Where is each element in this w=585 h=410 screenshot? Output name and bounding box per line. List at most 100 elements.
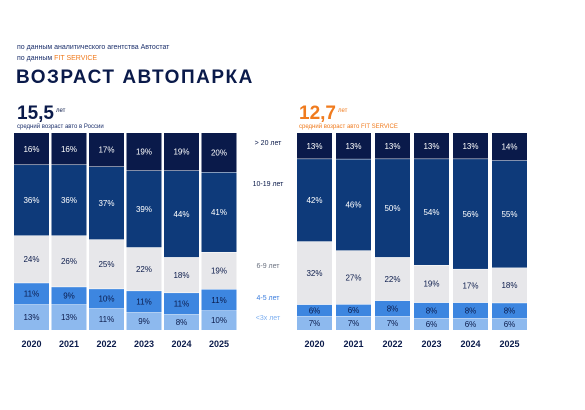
x-tick-label: 2022 xyxy=(96,339,116,349)
data-label: 8% xyxy=(504,306,516,315)
data-label: 24% xyxy=(23,255,39,264)
data-label: 13% xyxy=(306,142,322,151)
data-label: 46% xyxy=(345,201,361,210)
bar-segment xyxy=(201,172,237,252)
data-label: 44% xyxy=(173,210,189,219)
data-label: 37% xyxy=(98,199,114,208)
data-label: 6% xyxy=(348,306,360,315)
page-title: ВОЗРАСТ АВТОПАРКА xyxy=(16,67,254,88)
bar-segment xyxy=(126,170,162,248)
data-label: 11% xyxy=(211,296,226,305)
data-label: 32% xyxy=(306,269,322,278)
data-label: 17% xyxy=(98,146,114,155)
bar-segment xyxy=(414,158,449,265)
data-label: 13% xyxy=(345,142,361,151)
data-label: 54% xyxy=(423,208,439,217)
bar-segment xyxy=(164,314,199,330)
data-label: 8% xyxy=(465,306,477,315)
bar-segment xyxy=(297,133,332,159)
data-label: 13% xyxy=(384,142,400,151)
legend-under-3: <3х лет xyxy=(255,315,281,322)
data-label: 11% xyxy=(136,297,151,306)
segment-divider xyxy=(414,301,449,303)
data-label: 18% xyxy=(173,271,189,280)
data-label: 55% xyxy=(501,210,517,219)
bar-segment xyxy=(89,166,124,240)
bar-segment xyxy=(453,302,488,319)
x-tick-label: 2023 xyxy=(134,339,154,349)
bar-segment xyxy=(414,133,449,159)
source-line-2-highlight: FIT SERVICE xyxy=(54,55,98,62)
bar-segment xyxy=(14,133,49,165)
segment-divider xyxy=(453,301,488,303)
bar-segment xyxy=(375,133,410,159)
fit-service-chart: 7% 6% 32% 42% 13% 2020 7% 6% 27% 46% 13% 2021 7% 8% 22… xyxy=(297,133,527,349)
legend-over-20: > 20 лет xyxy=(254,140,282,147)
bar-segment xyxy=(201,289,237,311)
data-label: 7% xyxy=(309,319,321,328)
x-tick-label: 2024 xyxy=(171,339,191,349)
bar-segment xyxy=(453,268,488,303)
data-label: 39% xyxy=(136,205,152,214)
data-label: 10% xyxy=(211,316,227,325)
x-tick-label: 2020 xyxy=(21,339,41,349)
data-label: 56% xyxy=(462,210,478,219)
data-label: 17% xyxy=(462,282,478,291)
data-label: 11% xyxy=(24,290,39,299)
x-tick-label: 2025 xyxy=(209,339,229,349)
data-label: 16% xyxy=(23,145,39,154)
bar-segment xyxy=(126,290,162,313)
bar-segment xyxy=(51,164,87,236)
bar-segment xyxy=(89,288,124,309)
legend-10-19: 10-19 лет xyxy=(252,181,284,188)
data-label: 20% xyxy=(211,149,227,158)
bar-segment xyxy=(492,318,527,330)
fit-service-average-value: 12,7 xyxy=(299,103,336,124)
data-label: 25% xyxy=(98,260,114,269)
data-label: 6% xyxy=(426,320,438,329)
bar-segment xyxy=(51,286,87,305)
data-label: 42% xyxy=(306,196,322,205)
bar-segment xyxy=(336,316,371,330)
bar-segment xyxy=(14,304,49,330)
x-tick-label: 2021 xyxy=(343,339,363,349)
bar-segment xyxy=(126,133,162,171)
bar-segment xyxy=(126,247,162,291)
bar-segment xyxy=(297,241,332,305)
x-tick-label: 2023 xyxy=(421,339,441,349)
bar-segment xyxy=(297,158,332,242)
russia-average-unit: лет xyxy=(55,108,66,114)
bar-segment xyxy=(492,160,527,268)
data-label: 14% xyxy=(501,143,517,152)
data-label: 6% xyxy=(309,306,321,315)
bar-segment xyxy=(375,158,410,258)
data-label: 19% xyxy=(211,267,227,276)
bar-segment xyxy=(51,235,87,287)
bar-segment xyxy=(201,133,237,173)
segment-divider xyxy=(375,299,410,301)
data-label: 9% xyxy=(138,317,150,326)
legend-6-9: 6-9 лет xyxy=(256,263,280,270)
bar-segment xyxy=(492,302,527,319)
segment-divider xyxy=(164,292,199,294)
x-tick-label: 2021 xyxy=(59,339,79,349)
bar-segment xyxy=(453,158,488,269)
bar-segment xyxy=(414,302,449,319)
legend-4-5: 4-5 лет xyxy=(256,295,280,302)
data-label: 8% xyxy=(426,306,438,315)
bar-segment xyxy=(164,133,199,171)
bar-segment xyxy=(51,304,87,330)
x-tick-label: 2020 xyxy=(304,339,324,349)
data-label: 26% xyxy=(61,257,77,266)
data-label: 7% xyxy=(387,319,399,328)
source-line-2: по данным FIT SERVICE xyxy=(17,55,97,62)
fit-service-average-age: 12,7 лет xyxy=(299,103,347,125)
bar-segment xyxy=(14,164,49,236)
data-label: 13% xyxy=(462,142,478,151)
data-label: 19% xyxy=(173,148,189,157)
data-label: 16% xyxy=(61,145,77,154)
bar-segment xyxy=(201,251,237,290)
data-label: 22% xyxy=(136,265,152,274)
bar-segment xyxy=(375,257,410,301)
data-label: 50% xyxy=(384,204,400,213)
